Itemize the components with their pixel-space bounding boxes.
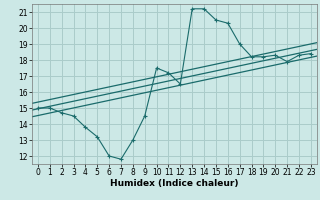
X-axis label: Humidex (Indice chaleur): Humidex (Indice chaleur) [110,179,239,188]
